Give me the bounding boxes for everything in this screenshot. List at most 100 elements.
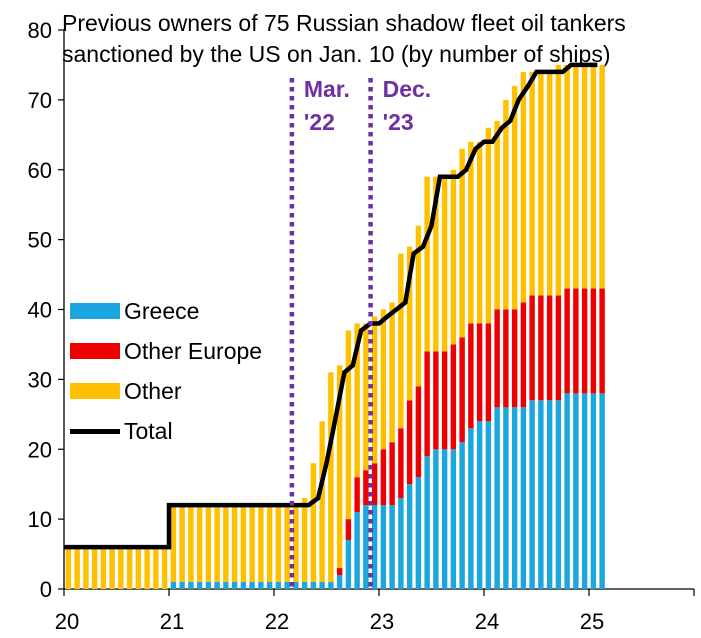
legend-swatch-other — [70, 383, 120, 399]
legend-item-greece: Greece — [70, 291, 262, 331]
bar-other-europe — [433, 351, 439, 450]
bar-other-europe — [503, 309, 509, 408]
bar-greece — [441, 449, 448, 589]
bar-greece — [573, 393, 579, 589]
annotation-label-1: '23 — [383, 109, 414, 135]
bar-other-europe — [581, 288, 588, 394]
bar-other-europe — [468, 323, 474, 429]
bar-other-europe — [354, 477, 360, 513]
bar-greece — [336, 575, 343, 589]
bar-other — [179, 505, 185, 583]
bar-greece — [476, 421, 483, 589]
legend-label-greece: Greece — [124, 297, 200, 324]
annotation-label-1: Dec. — [383, 76, 432, 102]
bar-other — [196, 505, 203, 583]
y-tick-label: 50 — [28, 228, 52, 253]
bar-other — [240, 505, 247, 583]
legend-label-total: Total — [124, 417, 173, 444]
bar-other — [345, 330, 352, 520]
bar-greece — [599, 393, 605, 589]
bar-other — [354, 323, 360, 478]
bar-greece — [546, 400, 553, 589]
bar-greece — [371, 505, 378, 589]
bar-other-europe — [590, 288, 597, 394]
bar-greece — [459, 442, 465, 589]
bar-other-europe — [476, 323, 483, 422]
y-tick-label: 30 — [28, 367, 52, 392]
bar-other — [398, 253, 404, 429]
bar-other — [126, 547, 133, 589]
bar-other — [511, 85, 518, 310]
bar-greece — [520, 407, 527, 589]
bar-other — [363, 323, 369, 471]
bar-other — [153, 547, 159, 589]
bar-other-europe — [485, 323, 492, 422]
legend: Greece Other Europe Other Total — [70, 291, 262, 451]
bar-other-europe — [555, 295, 562, 401]
legend-swatch-total — [70, 428, 120, 434]
bar-greece — [249, 582, 255, 589]
bar-greece — [450, 449, 457, 589]
bar-other-europe — [599, 288, 605, 394]
bar-greece — [188, 582, 194, 589]
bar-other — [161, 547, 168, 589]
legend-swatch-other-europe — [70, 343, 120, 359]
bar-greece — [363, 505, 369, 589]
bar-other — [494, 120, 500, 310]
bar-other — [301, 498, 308, 583]
bar-greece — [258, 582, 264, 589]
bar-greece — [529, 400, 535, 589]
bar-other-europe — [389, 442, 395, 506]
bar-other-europe — [380, 449, 387, 506]
bar-greece — [389, 505, 395, 589]
bar-other-europe — [441, 351, 448, 450]
total-line — [64, 62, 598, 550]
bar-greece — [555, 400, 562, 589]
bar-other-europe — [450, 344, 457, 450]
bar-other — [328, 372, 334, 583]
bar-other-europe — [363, 470, 369, 506]
bar-other — [293, 505, 299, 583]
x-tick-label: 22 — [265, 609, 289, 634]
bar-other — [450, 169, 457, 345]
bar-greece — [223, 582, 229, 589]
bar-other-europe — [564, 288, 570, 394]
bar-other-europe — [546, 295, 553, 401]
bar-greece — [468, 428, 474, 589]
bar-other — [188, 505, 194, 583]
bar-other-europe — [415, 386, 422, 478]
bar-other — [546, 71, 553, 296]
bar-other — [144, 547, 150, 589]
bar-greece — [503, 407, 509, 589]
bar-other — [406, 246, 413, 401]
bar-greece — [328, 582, 334, 589]
bar-other — [573, 64, 579, 289]
bar-other — [275, 505, 282, 583]
bar-other — [118, 547, 124, 589]
y-tick-label: 0 — [40, 577, 52, 602]
bar-greece — [590, 393, 597, 589]
bar-greece — [485, 421, 492, 589]
bar-greece — [345, 540, 352, 589]
legend-item-other: Other — [70, 371, 262, 411]
bar-other — [433, 176, 439, 352]
annotation-label-0: '22 — [304, 109, 335, 135]
bar-other — [258, 505, 264, 583]
bar-other-europe — [573, 288, 579, 394]
bar-other — [100, 547, 107, 589]
bar-other — [223, 505, 229, 583]
bar-other-europe — [529, 295, 535, 401]
bar-other-europe — [494, 309, 500, 408]
bar-other-europe — [406, 400, 413, 485]
bar-greece — [424, 456, 430, 589]
legend-item-total: Total — [70, 411, 262, 451]
bar-greece — [205, 582, 212, 589]
bar-greece — [196, 582, 203, 589]
bar-other — [485, 127, 492, 324]
bar-other-europe — [520, 302, 527, 408]
bar-greece — [319, 582, 325, 589]
legend-swatch-greece — [70, 303, 120, 319]
bar-other — [231, 505, 238, 583]
bar-greece — [433, 449, 439, 589]
